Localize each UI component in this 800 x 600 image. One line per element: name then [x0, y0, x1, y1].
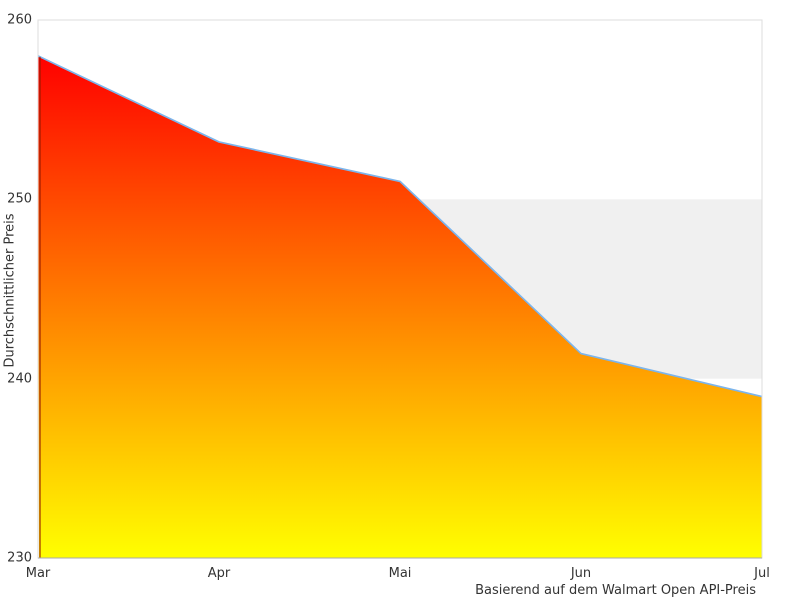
chart-caption: Basierend auf dem Walmart Open API-Preis	[475, 583, 756, 598]
y-tick-label-230: 230	[7, 550, 32, 566]
y-tick-label-250: 250	[7, 191, 32, 207]
y-axis-title: Durchschnittlicher Preis	[2, 213, 18, 368]
y-tick-label-240: 240	[7, 371, 32, 387]
x-tick-label-mai: Mai	[388, 566, 412, 581]
x-tick-label-mar: Mar	[25, 566, 51, 581]
x-tick-label-apr: Apr	[207, 566, 231, 581]
x-tick-label-jul: Jul	[754, 566, 770, 581]
area-series-line	[37, 55, 763, 398]
x-tick-label-jun: Jun	[570, 566, 592, 581]
y-tick-label-260: 260	[7, 12, 32, 28]
area-series-fill	[38, 55, 762, 558]
